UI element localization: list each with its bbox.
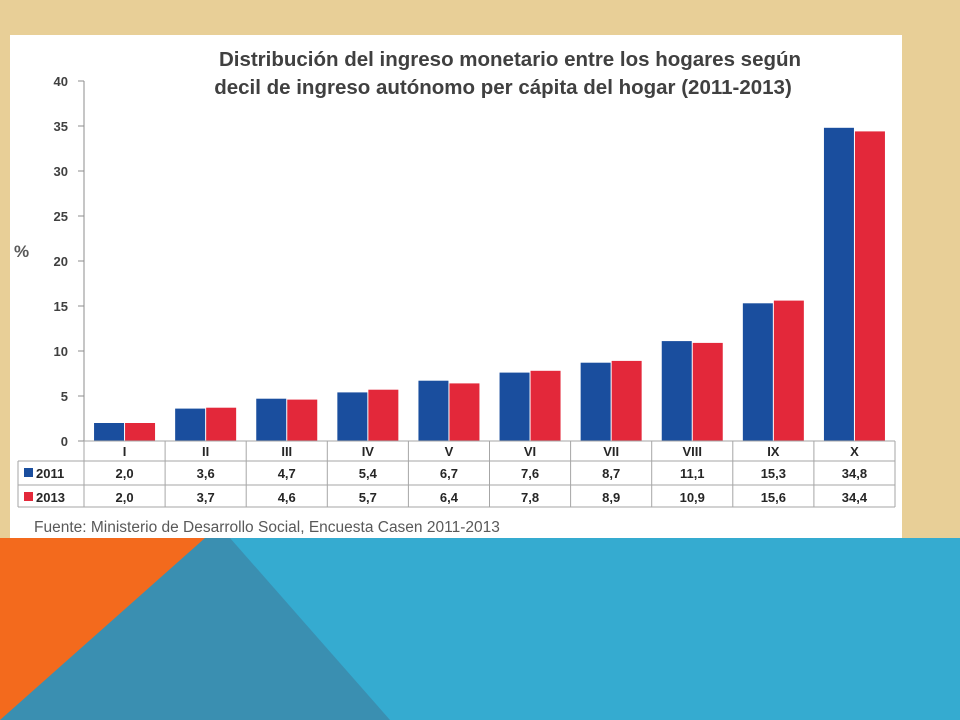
data-label-2011: 34,8 <box>842 466 867 481</box>
y-tick-label: 15 <box>54 299 68 314</box>
bar-2011-VI <box>499 372 530 441</box>
y-tick-label: 40 <box>54 74 68 89</box>
x-tick-label: X <box>850 444 859 459</box>
bar-2011-X <box>823 127 854 442</box>
y-tick-label: 30 <box>54 164 68 179</box>
data-label-2011: 11,1 <box>680 466 705 481</box>
bar-2011-IX <box>742 303 773 441</box>
bar-2013-X <box>854 131 885 441</box>
data-label-2011: 4,7 <box>278 466 296 481</box>
legend-swatch-2013 <box>24 492 33 501</box>
bar-2013-VI <box>530 370 561 441</box>
bar-2013-VII <box>611 360 642 441</box>
bar-2011-VIII <box>661 341 692 441</box>
data-table: I 2,0 2,0 II 3,6 3,7 III 4,7 4,6 IV 5,4 5,7 V 6,7 6,4 V… <box>17 440 896 508</box>
data-label-2013: 4,6 <box>278 490 296 505</box>
bar-2011-III <box>256 398 287 441</box>
bar-2013-II <box>206 407 237 441</box>
legend-swatch-2011 <box>24 468 33 477</box>
data-label-2013: 8,9 <box>602 490 620 505</box>
orange-triangle <box>0 538 205 720</box>
data-label-2011: 8,7 <box>602 466 620 481</box>
data-label-2011: 6,7 <box>440 466 458 481</box>
legend-label-2011: 2011 <box>36 466 64 481</box>
data-label-2013: 5,7 <box>359 490 377 505</box>
y-tick-label: 35 <box>54 119 68 134</box>
data-label-2013: 2,0 <box>116 490 134 505</box>
data-label-2011: 15,3 <box>761 466 786 481</box>
data-label-2013: 3,7 <box>197 490 215 505</box>
chart-title-line-1: Distribución del ingreso monetario entre… <box>219 48 801 71</box>
data-label-2013: 7,8 <box>521 490 539 505</box>
y-tick-label: 20 <box>54 254 68 269</box>
bars <box>94 127 885 442</box>
x-tick-label: VI <box>524 444 536 459</box>
y-tick-label: 25 <box>54 209 68 224</box>
data-label-2011: 7,6 <box>521 466 539 481</box>
data-label-2013: 6,4 <box>440 490 459 505</box>
x-tick-label: VII <box>603 444 619 459</box>
x-tick-label: IX <box>767 444 780 459</box>
bar-2013-III <box>287 399 318 441</box>
bar-2011-II <box>175 408 206 441</box>
bar-2011-IV <box>337 392 368 441</box>
bar-2013-IV <box>368 389 399 441</box>
y-tick-label: 0 <box>61 434 68 449</box>
x-tick-label: I <box>123 444 127 459</box>
data-label-2013: 15,6 <box>761 490 786 505</box>
legend-label-2013: 2013 <box>36 490 65 505</box>
y-axis-label: % <box>14 242 29 261</box>
bar-2013-IX <box>773 300 804 441</box>
source-note: Fuente: Ministerio de Desarrollo Social,… <box>34 519 500 536</box>
bar-2013-I <box>125 423 156 441</box>
data-label-2011: 3,6 <box>197 466 215 481</box>
chart-panel <box>10 35 902 538</box>
data-label-2011: 2,0 <box>116 466 134 481</box>
bar-2011-V <box>418 380 449 441</box>
x-tick-label: III <box>281 444 292 459</box>
chart-title-line-2: decil de ingreso autónomo per cápita del… <box>214 76 792 99</box>
y-axis: 0 5 10 15 20 25 30 35 40 <box>54 74 85 449</box>
bar-2013-V <box>449 383 480 441</box>
chart: Distribución del ingreso monetario entre… <box>14 48 896 536</box>
x-tick-label: V <box>445 444 454 459</box>
bar-2011-I <box>94 423 125 441</box>
data-label-2011: 5,4 <box>359 466 378 481</box>
x-tick-label: II <box>202 444 209 459</box>
x-tick-label: VIII <box>682 444 702 459</box>
data-label-2013: 10,9 <box>680 490 705 505</box>
data-label-2013: 34,4 <box>842 490 868 505</box>
x-tick-label: IV <box>362 444 375 459</box>
bar-2011-VII <box>580 362 611 441</box>
y-tick-label: 5 <box>61 389 68 404</box>
bar-2013-VIII <box>692 342 723 441</box>
y-tick-label: 10 <box>54 344 68 359</box>
